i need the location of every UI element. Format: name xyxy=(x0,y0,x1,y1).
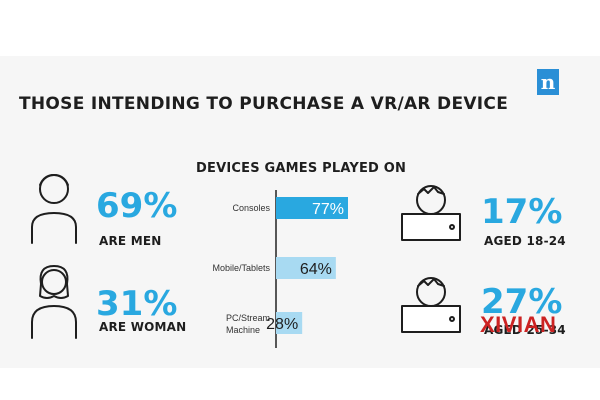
age-25-34-percent: 27% xyxy=(481,282,563,322)
women-percent: 31% xyxy=(96,284,178,324)
age-25-34-label: AGED 25-34 xyxy=(484,323,566,337)
person-with-tablet-icon xyxy=(401,277,461,333)
woman-icon xyxy=(31,265,77,339)
bar-value-label: 64% xyxy=(300,261,332,278)
brand-logo-letter: n xyxy=(540,70,556,94)
bar-1 xyxy=(276,197,348,219)
bar-value-label: 77% xyxy=(312,201,344,218)
men-label: ARE MEN xyxy=(99,234,162,248)
category-label: Mobile/Tablets xyxy=(212,263,270,273)
brand-logo: n xyxy=(537,69,559,95)
chart-title: DEVICES GAMES PLAYED ON xyxy=(196,161,407,176)
person-with-tablet-icon xyxy=(401,185,461,241)
page-title: THOSE INTENDING TO PURCHASE A VR/AR DEVI… xyxy=(19,94,509,114)
watermark: XIVIAN xyxy=(480,312,557,337)
women-label: ARE WOMAN xyxy=(99,320,187,334)
bar-chart: 77% Consoles 64% Mobile/Tablets 28%PC/Stream… xyxy=(212,190,348,348)
man-icon xyxy=(31,174,77,244)
bar-2 xyxy=(276,257,336,279)
bar-value-label: 28% xyxy=(266,316,298,333)
category-label: PC/Stream Machine xyxy=(226,313,270,335)
age-18-24-label: AGED 18-24 xyxy=(484,234,566,248)
bar-3 xyxy=(276,312,303,334)
men-percent: 69% xyxy=(96,186,178,226)
age-18-24-percent: 17% xyxy=(481,192,563,232)
category-label: Consoles xyxy=(232,203,270,213)
